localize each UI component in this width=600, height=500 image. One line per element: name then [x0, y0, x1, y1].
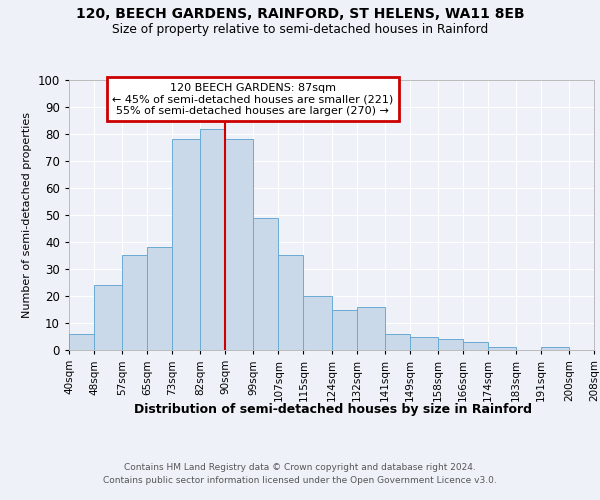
Bar [356, 307, 385, 350]
Bar [69, 334, 94, 350]
Bar [122, 256, 147, 350]
Bar [488, 348, 516, 350]
Bar [253, 218, 278, 350]
Bar [410, 336, 438, 350]
Text: Contains public sector information licensed under the Open Government Licence v3: Contains public sector information licen… [103, 476, 497, 485]
Text: 120, BEECH GARDENS, RAINFORD, ST HELENS, WA11 8EB: 120, BEECH GARDENS, RAINFORD, ST HELENS,… [76, 8, 524, 22]
Text: Size of property relative to semi-detached houses in Rainford: Size of property relative to semi-detach… [112, 22, 488, 36]
Bar [225, 140, 253, 350]
Bar [463, 342, 488, 350]
Bar [438, 339, 463, 350]
Bar [172, 140, 200, 350]
Text: Distribution of semi-detached houses by size in Rainford: Distribution of semi-detached houses by … [134, 402, 532, 415]
Bar [94, 285, 122, 350]
Bar [200, 128, 225, 350]
Bar [331, 310, 356, 350]
Bar [304, 296, 331, 350]
Text: 120 BEECH GARDENS: 87sqm
← 45% of semi-detached houses are smaller (221)
55% of : 120 BEECH GARDENS: 87sqm ← 45% of semi-d… [112, 82, 394, 116]
Bar [385, 334, 410, 350]
Bar [147, 248, 172, 350]
Bar [278, 256, 304, 350]
Y-axis label: Number of semi-detached properties: Number of semi-detached properties [22, 112, 32, 318]
Text: Contains HM Land Registry data © Crown copyright and database right 2024.: Contains HM Land Registry data © Crown c… [124, 462, 476, 471]
Bar [541, 348, 569, 350]
